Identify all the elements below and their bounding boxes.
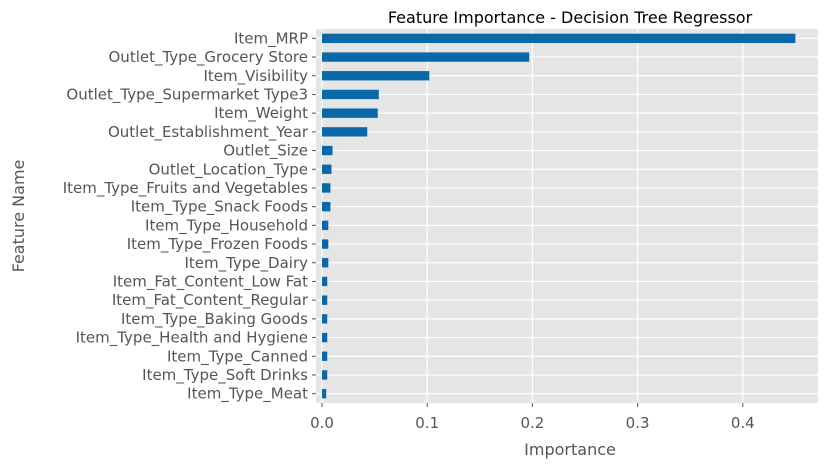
bar [322, 89, 379, 100]
bar [322, 370, 328, 380]
bar [322, 388, 327, 399]
x-tick-label: 0.3 [626, 414, 650, 432]
y-tick-label: Item_Type_Baking Goods [121, 310, 308, 329]
y-tick-label: Outlet_Type_Grocery Store [109, 48, 309, 67]
x-tick-labels: 0.0 0.1 0.2 0.3 0.4 [310, 403, 755, 432]
bar [322, 276, 328, 287]
bar [322, 108, 378, 118]
y-tick-label: Item_MRP [234, 29, 308, 48]
bar [322, 52, 530, 62]
bar [322, 201, 331, 212]
bars [322, 33, 796, 399]
x-axis-title: Importance [524, 440, 616, 459]
y-tick-label: Outlet_Size [223, 142, 308, 161]
y-tick-label: Item_Type_Health and Hygiene [76, 329, 308, 348]
y-tick-label: Item_Type_Snack Foods [131, 198, 308, 217]
y-tick-label: Item_Type_Soft Drinks [142, 366, 308, 385]
y-axis-title: Feature Name [9, 160, 28, 273]
bar [322, 183, 331, 193]
y-tick-label: Item_Type_Frozen Foods [127, 235, 308, 254]
bar [322, 164, 332, 174]
bar [322, 33, 796, 44]
bar [322, 351, 328, 361]
y-tick-label: Item_Type_Canned [167, 347, 308, 366]
bar [322, 220, 329, 231]
y-tick-label: Item_Type_Household [145, 216, 308, 235]
bar [322, 145, 333, 156]
y-tick-label: Item_Fat_Content_Regular [112, 291, 309, 310]
bar [322, 295, 328, 305]
y-tick-label: Item_Type_Dairy [184, 254, 308, 273]
y-tick-label: Outlet_Type_Supermarket Type3 [66, 85, 308, 104]
y-tick-label: Outlet_Location_Type [149, 160, 308, 179]
y-tick-label: Item_Type_Fruits and Vegetables [63, 179, 308, 198]
y-tick-label: Item_Weight [214, 104, 308, 123]
x-tick-label: 0.1 [415, 414, 439, 432]
y-tick-label: Item_Fat_Content_Low Fat [113, 272, 308, 291]
bar [322, 239, 329, 249]
bar [322, 314, 328, 324]
y-tick-label: Item_Visibility [203, 67, 308, 86]
bar [322, 332, 328, 343]
x-tick-label: 0.2 [520, 414, 544, 432]
x-tick-label: 0.4 [731, 414, 755, 432]
chart-title: Feature Importance - Decision Tree Regre… [388, 8, 753, 27]
y-tick-label: Item_Type_Meat [187, 385, 308, 404]
bar [322, 258, 329, 268]
plot-background [316, 29, 818, 403]
bar [322, 127, 368, 137]
bar [322, 71, 430, 81]
x-tick-label: 0.0 [310, 414, 334, 432]
y-tick-label: Outlet_Establishment_Year [108, 123, 309, 142]
grid-lines [316, 29, 818, 403]
